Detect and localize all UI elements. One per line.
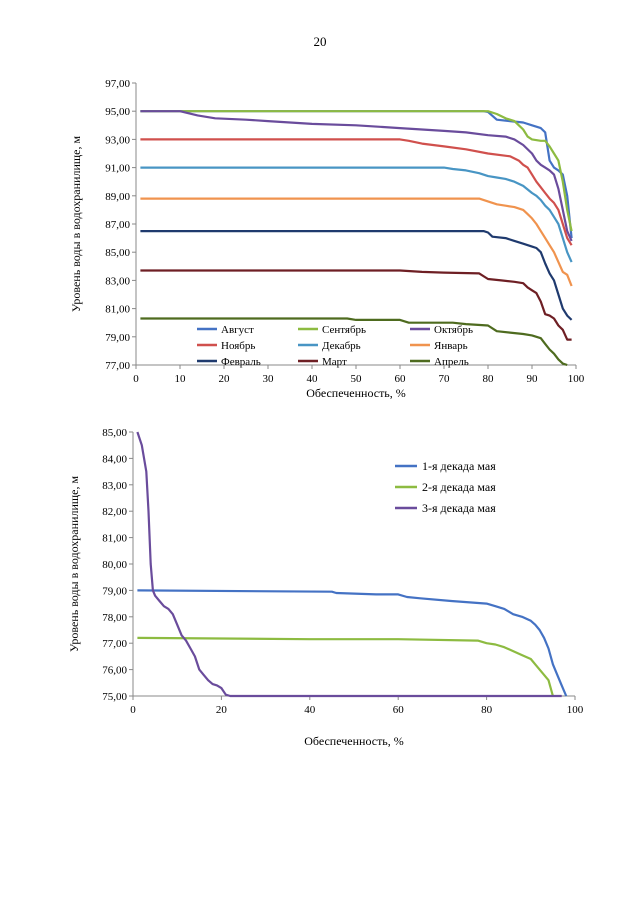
chart2-xtick-label: 40 bbox=[304, 704, 316, 716]
chart1-legend-label: Декабрь bbox=[322, 340, 361, 352]
chart2-legend-label: 2-я декада мая bbox=[422, 480, 496, 494]
chart1-xtick-label: 90 bbox=[527, 373, 539, 385]
chart1-series-line-2 bbox=[140, 110, 573, 232]
chart1-xtick-label: 70 bbox=[439, 373, 451, 385]
chart1-ytick-label: 95,00 bbox=[105, 106, 130, 118]
chart2-xtick-label: 0 bbox=[130, 704, 136, 716]
chart1-legend-label: Январь bbox=[434, 340, 468, 352]
chart1-ytick-label: 85,00 bbox=[105, 247, 130, 259]
chart1-xtick-label: 30 bbox=[263, 373, 275, 385]
chart1-series-line-3 bbox=[140, 110, 573, 242]
chart1-ytick-label: 83,00 bbox=[105, 275, 130, 287]
chart1-legend-label: Август bbox=[221, 324, 254, 336]
chart1-xtick-label: 20 bbox=[219, 373, 231, 385]
chart1-xtick-label: 0 bbox=[133, 373, 139, 385]
chart2-ytick-label: 83,00 bbox=[102, 480, 127, 492]
chart1-xtick-label: 80 bbox=[483, 373, 495, 385]
chart1-x-axis-title: Обеспеченность, % bbox=[306, 386, 406, 400]
chart1-legend-label: Сентябрь bbox=[322, 324, 366, 336]
chart2-ytick-label: 78,00 bbox=[102, 612, 127, 624]
chart2-ytick-label: 81,00 bbox=[102, 533, 127, 545]
chart1-series-line-7 bbox=[140, 230, 573, 321]
chart1-ytick-label: 81,00 bbox=[105, 304, 130, 316]
chart1-legend-label: Февраль bbox=[221, 356, 261, 368]
chart1-series-line-8 bbox=[140, 269, 572, 341]
chart1-series-line-5 bbox=[140, 166, 573, 263]
chart2-legend-label: 3-я декада мая bbox=[422, 501, 496, 515]
chart1: 77,00 79,00 81,00 83,00 85,00 87,00 89,00 91,00… bbox=[69, 78, 585, 400]
chart2-legend-label: 1-я декада мая bbox=[422, 459, 496, 473]
chart2-ytick-label: 77,00 bbox=[102, 638, 127, 650]
chart1-ytick-label: 79,00 bbox=[105, 332, 130, 344]
chart1-xtick-label: 100 bbox=[568, 373, 585, 385]
chart2-ytick-label: 84,00 bbox=[102, 453, 127, 465]
chart1-ytick-label: 91,00 bbox=[105, 163, 130, 175]
chart2-ytick-label: 75,00 bbox=[102, 691, 127, 703]
chart1-series-line-4 bbox=[140, 138, 573, 246]
chart2-y-axis-title: Уровень воды в водохранилище, м bbox=[67, 476, 81, 653]
chart1-ytick-label: 77,00 bbox=[105, 360, 130, 372]
chart1-xtick-label: 10 bbox=[175, 373, 187, 385]
chart1-legend-label: Ноябрь bbox=[221, 340, 255, 352]
chart2-xtick-label: 100 bbox=[567, 704, 584, 716]
chart2-xtick-label: 80 bbox=[481, 704, 493, 716]
chart1-series-line-1 bbox=[140, 110, 573, 239]
chart1-series-line-6 bbox=[140, 197, 573, 287]
chart2-ytick-label: 79,00 bbox=[102, 585, 127, 597]
chart2-series-line-1 bbox=[137, 589, 568, 697]
chart2-ytick-label: 85,00 bbox=[102, 427, 127, 439]
chart2-series-line-2 bbox=[137, 636, 554, 697]
chart1-series-line-9 bbox=[140, 317, 568, 367]
chart1-xtick-label: 40 bbox=[307, 373, 319, 385]
chart1-legend-label: Март bbox=[322, 356, 347, 368]
chart2-xtick-label: 20 bbox=[216, 704, 228, 716]
chart1-ytick-label: 97,00 bbox=[105, 78, 130, 90]
chart2-series-line-3 bbox=[136, 431, 562, 698]
chart1-legend-label: Апрель bbox=[434, 356, 469, 368]
chart1-xtick-label: 60 bbox=[395, 373, 407, 385]
chart1-xtick-label: 50 bbox=[351, 373, 363, 385]
chart2: 75,00 76,00 77,00 78,00 79,00 80,00 81,00 82,00… bbox=[67, 427, 584, 748]
chart2-ytick-label: 76,00 bbox=[102, 665, 127, 677]
page-number: 20 bbox=[313, 34, 327, 49]
chart2-ytick-label: 82,00 bbox=[102, 506, 127, 518]
chart1-ytick-label: 89,00 bbox=[105, 191, 130, 203]
chart2-ytick-label: 80,00 bbox=[102, 559, 127, 571]
chart1-ytick-label: 87,00 bbox=[105, 219, 130, 231]
chart1-y-axis-title: Уровень воды в водохранилище, м bbox=[69, 136, 83, 313]
chart2-xtick-label: 60 bbox=[393, 704, 405, 716]
chart2-x-axis-title: Обеспеченность, % bbox=[304, 734, 404, 748]
chart1-legend-label: Октябрь bbox=[434, 324, 473, 336]
chart1-ytick-label: 93,00 bbox=[105, 134, 130, 146]
